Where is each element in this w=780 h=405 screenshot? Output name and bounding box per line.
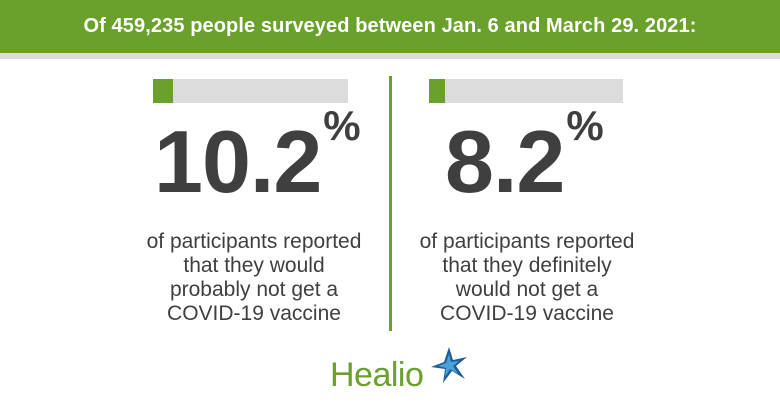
header-shadow xyxy=(0,53,780,59)
stat-2-description-line: that they definitely xyxy=(442,254,612,277)
stat-1-description-line: COVID-19 vaccine xyxy=(167,302,341,325)
header-banner xyxy=(0,0,780,53)
stat-1-progress-track xyxy=(153,79,348,103)
header-text: Of 459,235 people surveyed between Jan. … xyxy=(83,15,697,37)
stat-2-number: 8.2 xyxy=(445,112,565,211)
stat-1-value: 10.2% xyxy=(154,102,361,212)
stat-2-progress-track xyxy=(429,79,623,103)
stat-2-description-line: would not get a xyxy=(455,278,599,301)
stat-2-progress-fill xyxy=(429,79,445,103)
stat-1-description: of participants reported that they would… xyxy=(124,230,384,326)
stat-1-progress-fill xyxy=(153,79,173,103)
stat-2-description-line: COVID-19 vaccine xyxy=(440,302,614,325)
stat-1-description-line: of participants reported xyxy=(146,230,362,253)
healio-logo: Healio xyxy=(330,345,470,395)
stat-1-description-line: that they would xyxy=(183,254,325,277)
logo-wordmark: Healio xyxy=(330,356,424,394)
stat-2-value: 8.2% xyxy=(445,102,604,212)
stat-2-description-line: of participants reported xyxy=(419,230,635,253)
stat-2-unit: % xyxy=(566,102,604,149)
stat-1-number: 10.2 xyxy=(154,112,322,211)
healio-star-icon xyxy=(431,347,467,383)
stat-1-unit: % xyxy=(323,102,361,149)
column-divider xyxy=(389,76,392,331)
stat-2-description: of participants reported that they defin… xyxy=(397,230,657,326)
stat-1-description-line: probably not get a xyxy=(169,278,339,301)
